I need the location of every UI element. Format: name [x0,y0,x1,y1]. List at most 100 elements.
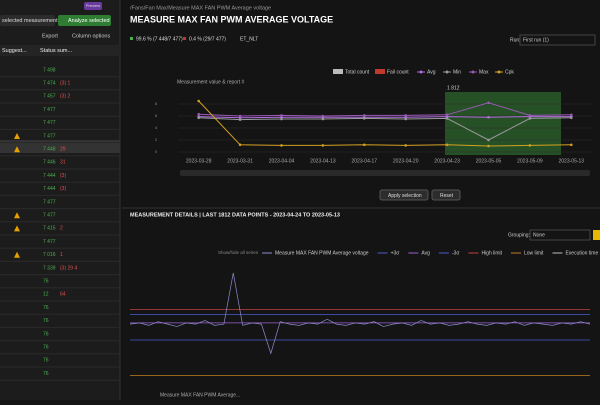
status-count: 76 [43,331,49,337]
fail-icon [183,37,186,40]
export-button: Export [42,33,58,39]
status-count: 7 339 [43,265,56,271]
series-line [198,100,572,147]
data-point [445,115,449,118]
status-count: 7 477 [43,107,56,113]
legend-label: Low limit [524,250,544,256]
scrollbar[interactable] [180,170,590,176]
grouping-label: Grouping: [508,232,530,238]
data-point [238,114,242,118]
status-count: 76 [43,358,49,364]
status-count: 7 477 [43,120,56,126]
warning-icon [14,212,20,219]
status-count: 7 477 [43,213,56,219]
data-point [280,117,283,121]
legend-label: Min [453,69,461,75]
legend-label: Avg [427,69,436,75]
reset-button[interactable] [431,189,461,201]
data-point [570,143,573,147]
status-count: 7 448 [43,147,56,153]
data-point [197,116,200,120]
legend-label: Avg [421,250,430,256]
pass-icon [130,37,133,40]
page-title: MEASURE MAX FAN PWM AVERAGE VOLTAGE [130,14,333,24]
data-point [404,115,408,119]
station-tag: ET_NLT [240,36,258,42]
selected-row[interactable] [0,140,120,153]
legend-marker [497,70,501,74]
status-count: 7 446 [43,160,56,166]
data-point [238,143,242,147]
legend-label: Cpk [505,69,514,75]
data-point [445,117,449,120]
status-count: 76 [43,371,49,377]
data-point [321,117,325,121]
data-point [404,117,408,121]
status-count: 7 444 [43,173,56,179]
grouping-select[interactable] [529,229,591,241]
status-count: 76 [43,318,49,324]
x-tick-label: 2023-05-05 [476,158,502,164]
legend-swatch [333,69,343,74]
x-tick-label: 2023-04-04 [269,158,295,164]
status-extra: 29 [60,147,66,153]
series-line [198,117,572,141]
x-tick-label: 2023-04-17 [352,158,378,164]
warning-icon [14,146,20,153]
status-extra: (3) [60,173,66,179]
legend-label: Execution time (total) [565,250,600,256]
data-point [570,113,573,117]
data-point [321,114,325,118]
data-point [321,144,325,147]
y-tick-label: 0 [155,149,158,154]
data-point [363,114,366,117]
y-tick-label: 2 [155,137,158,142]
selection-area [445,92,561,155]
status-count: 7 016 [43,252,56,258]
run-select[interactable] [519,34,596,46]
selected-button-label: selected measurement [2,18,58,24]
pass-stat: 99.6 % (7 448/7 477) [136,36,183,42]
status-count: 7 474 [43,81,56,87]
legend-label: Max [479,69,489,75]
column-header: Suggest... [2,48,27,54]
selected-button[interactable] [0,15,55,26]
data-point [487,115,490,119]
preview-label: Preview [86,3,100,8]
grouping-button[interactable] [593,230,600,240]
analyze-button[interactable] [58,15,111,26]
data-point [363,117,366,120]
analyze-button-label: Analyze selected [68,18,110,24]
status-count: 7 415 [43,226,56,232]
run-value: First run (1) [523,37,549,43]
axis-label: Measurement value & report # [177,79,244,85]
data-point [404,114,408,117]
warning-icon [14,133,20,139]
legend-label: Measure MAX FAN PWM Average voltage [275,250,369,256]
table-header [0,45,120,56]
data-point [280,115,283,119]
legend-label: Total count [345,69,370,75]
data-point [487,144,490,148]
data-point [445,113,449,117]
data-point [528,117,532,120]
data-point [445,143,449,147]
data-point [487,101,490,105]
legend-label: -3σ [452,250,460,256]
status-extra: (3) 1 [60,81,71,87]
status-count: 12 [43,292,49,298]
status-count: 7 444 [43,186,56,192]
legend-swatch [375,69,385,74]
grouping-value: None [533,232,545,238]
data-point [570,116,573,120]
status-extra: 31 [60,160,66,166]
preview-badge [84,2,102,10]
apply-button[interactable] [379,189,429,201]
data-point [404,144,408,147]
reset-button-label: Reset [440,193,454,199]
status-extra: (3) 2 [60,94,71,100]
status-extra: 2 [60,226,63,232]
status-extra: 1 [60,252,63,258]
